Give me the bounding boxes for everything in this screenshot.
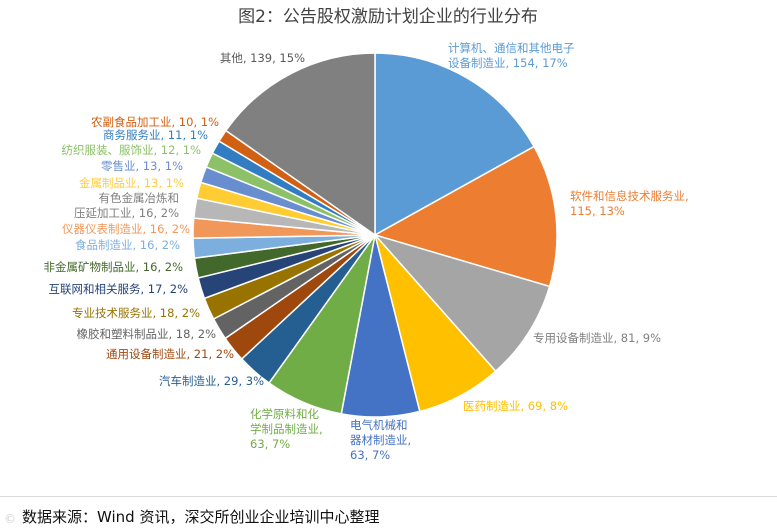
pie-chart: 图2：公告股权激励计划企业的行业分布 计算机、通信和其他电子设备制造业, 154… (44, 7, 689, 462)
slice-label: 互联网和相关服务, 17, 2% (49, 282, 189, 296)
slice-label: 仪器仪表制造业, 16, 2% (62, 222, 190, 236)
pie-slice (373, 145, 558, 288)
slice-label: 计算机、通信和其他电子设备制造业, 154, 17% (448, 41, 575, 70)
slice-label-line: 专业技术服务业, 18, 2% (72, 306, 200, 320)
slice-label: 化学原料和化学制品制造业, 63, 7% (250, 407, 323, 451)
slice-label: 非金属矿物制品业, 16, 2% (44, 260, 184, 274)
slice-label-line: 其他, 139, 15% (220, 51, 305, 65)
pie-slice (224, 52, 376, 237)
slice-label-line: 医药制造业, 69, 8% (463, 399, 568, 413)
slice-label: 农副食品加工业, 10, 1% (91, 115, 219, 129)
pie-slices (192, 52, 558, 418)
slice-label-line: 汽车制造业, 29, 3% (159, 374, 264, 388)
slice-label-line: 学制品制造业, (250, 422, 323, 436)
slice-label-line: 115, 13% (570, 204, 625, 218)
slice-label-line: 设备制造业, 154, 17% (448, 56, 568, 70)
slice-label-line: 纺织服装、服饰业, 12, 1% (62, 143, 202, 157)
slice-label: 通用设备制造业, 21, 2% (106, 347, 234, 361)
slice-label-line: 食品制造业, 16, 2% (75, 238, 180, 252)
slice-label-line: 63, 7% (350, 448, 390, 462)
slice-label: 金属制品业, 13, 1% (79, 176, 184, 190)
slice-label-line: 专用设备制造业, 81, 9% (533, 331, 661, 345)
slice-label: 有色金属冶炼和压延加工业, 16, 2% (74, 191, 179, 220)
slice-label-line: 非金属矿物制品业, 16, 2% (44, 260, 184, 274)
slice-label-line: 通用设备制造业, 21, 2% (106, 347, 234, 361)
chart-title: 图2：公告股权激励计划企业的行业分布 (238, 7, 538, 27)
slice-label: 商务服务业, 11, 1% (103, 128, 208, 142)
slice-label-line: 压延加工业, 16, 2% (74, 206, 179, 220)
slice-label: 电气机械和器材制造业, 63, 7% (350, 418, 411, 462)
slice-label: 汽车制造业, 29, 3% (159, 374, 264, 388)
slice-label-line: 仪器仪表制造业, 16, 2% (62, 222, 190, 236)
slice-label-line: 金属制品业, 13, 1% (79, 176, 184, 190)
slice-label: 其他, 139, 15% (220, 51, 305, 65)
slice-label-line: 商务服务业, 11, 1% (103, 128, 208, 142)
slice-label: 橡胶和塑料制品业, 18, 2% (77, 327, 217, 341)
slice-label: 医药制造业, 69, 8% (463, 399, 568, 413)
source-note: 数据来源：Wind 资讯，深交所创业企业培训中心整理 (22, 508, 380, 526)
slice-label-line: 电气机械和 (350, 418, 408, 432)
slice-label-line: 农副食品加工业, 10, 1% (91, 115, 219, 129)
pie-slice (374, 52, 536, 237)
slice-label: 食品制造业, 16, 2% (75, 238, 180, 252)
slice-label: 专业技术服务业, 18, 2% (72, 306, 200, 320)
slice-label: 软件和信息技术服务业, 115, 13% (570, 189, 689, 218)
slice-label-line: 化学原料和化 (250, 407, 319, 421)
slice-label-line: 互联网和相关服务, 17, 2% (49, 282, 189, 296)
slice-label: 纺织服装、服饰业, 12, 1% (62, 143, 202, 157)
slice-label-line: 有色金属冶炼和 (99, 191, 180, 205)
slice-label-line: 计算机、通信和其他电子 (448, 41, 575, 55)
pie-slice (372, 233, 551, 373)
slice-label: 零售业, 13, 1% (101, 159, 183, 173)
slice-labels: 计算机、通信和其他电子设备制造业, 154, 17% 软件和信息技术服务业, 115… (44, 41, 689, 462)
slice-label-line: 软件和信息技术服务业, (570, 189, 689, 203)
footer-divider (0, 496, 777, 497)
slice-label-line: 橡胶和塑料制品业, 18, 2% (77, 327, 217, 341)
slice-label-line: 63, 7% (250, 437, 290, 451)
slice-label-line: 零售业, 13, 1% (101, 159, 183, 173)
slice-label-line: 器材制造业, (350, 433, 411, 447)
slice-label: 专用设备制造业, 81, 9% (533, 331, 661, 345)
watermark-text: © (4, 512, 16, 526)
